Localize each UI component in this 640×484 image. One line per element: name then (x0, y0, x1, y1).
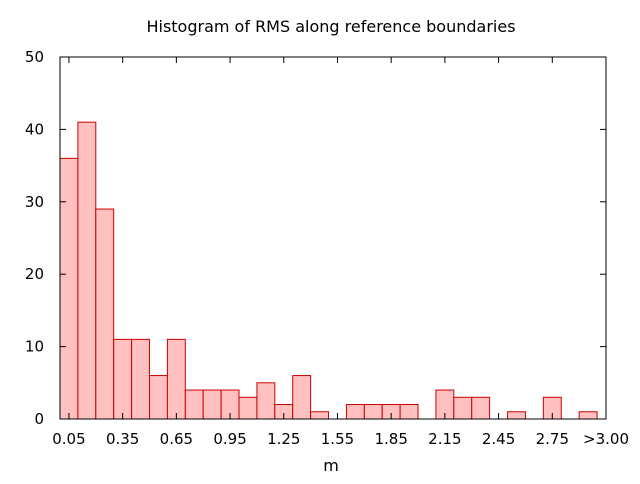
histogram-bar (453, 396, 473, 420)
y-tick-label: 0 (34, 410, 44, 428)
histogram-bar (363, 404, 383, 420)
x-tick-label: 2.45 (482, 430, 515, 448)
x-tick-label: 1.55 (321, 430, 354, 448)
y-tick-label: 40 (25, 120, 44, 138)
histogram-bar (471, 396, 491, 420)
y-tick-label: 30 (25, 193, 44, 211)
histogram-bar (292, 375, 312, 420)
histogram-bar (345, 404, 365, 420)
histogram-bar (131, 338, 151, 420)
x-tick-label: 1.25 (267, 430, 300, 448)
histogram-bar (202, 389, 222, 420)
y-tick-label: 10 (25, 338, 44, 356)
histogram-bar (399, 404, 419, 420)
histogram-bar (238, 396, 258, 420)
bars-layer (59, 121, 598, 420)
x-tick-label: 0.35 (106, 430, 139, 448)
x-tick-label: 0.65 (160, 430, 193, 448)
histogram-bar (113, 338, 133, 420)
histogram-bar (59, 157, 79, 420)
plot-frame (59, 56, 607, 420)
histogram-bar (507, 411, 526, 420)
y-tick-label: 20 (25, 265, 44, 283)
histogram-bar (256, 382, 276, 420)
histogram-bar (310, 411, 330, 420)
x-tick-label: 0.95 (213, 430, 246, 448)
x-tick-label: >3.00 (583, 430, 629, 448)
histogram-bar (184, 389, 204, 420)
ticks-layer: 0 10 20 30 40 50 0.05 0.35 0.65 0.95 1.25 1.55 1.85 2… (25, 48, 629, 448)
histogram-bar (149, 375, 168, 420)
histogram-bar (166, 338, 186, 420)
histogram-bar (578, 411, 598, 420)
histogram-bar (95, 208, 115, 420)
x-tick-label: 2.15 (428, 430, 461, 448)
x-tick-label: 2.75 (536, 430, 569, 448)
x-tick-label: 0.05 (52, 430, 85, 448)
y-tick-label: 50 (25, 48, 44, 66)
histogram-bar (77, 121, 97, 420)
x-axis-label: m (323, 456, 339, 475)
chart-title: Histogram of RMS along reference boundar… (146, 17, 515, 36)
x-tick-label: 1.85 (374, 430, 407, 448)
